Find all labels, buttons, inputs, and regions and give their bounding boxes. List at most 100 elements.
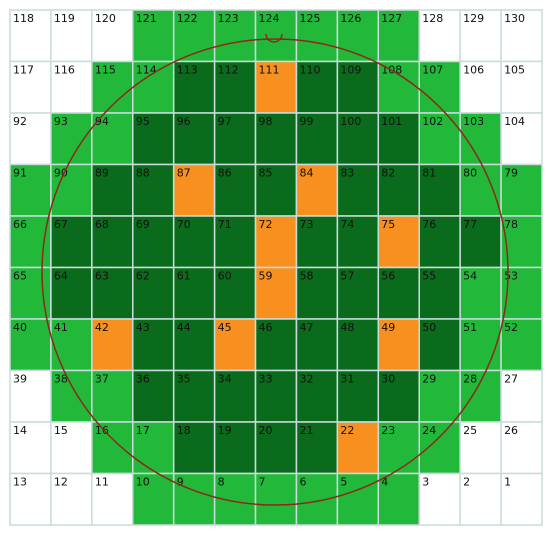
- die-cell: [336, 112, 380, 166]
- die-label: 121: [136, 12, 157, 25]
- die-cell: [295, 112, 339, 166]
- die-label: 15: [54, 424, 68, 437]
- die-label: 99: [299, 115, 313, 128]
- die-cell: [377, 163, 420, 217]
- die-label: 85: [259, 167, 273, 180]
- die-label: 75: [381, 218, 395, 231]
- die-label: 67: [54, 218, 68, 231]
- die-label: 130: [504, 12, 525, 25]
- die-cell: [336, 421, 380, 475]
- die-label: 90: [54, 167, 68, 180]
- die-cell: [377, 60, 420, 114]
- die-cell: [500, 112, 543, 166]
- die-cell: [172, 421, 216, 475]
- die-label: 35: [177, 373, 191, 386]
- die-label: 51: [463, 321, 477, 334]
- die-label: 8: [218, 476, 225, 489]
- die-cell: [500, 163, 543, 217]
- die-label: 45: [218, 321, 232, 334]
- die-label: 16: [95, 424, 109, 437]
- die-label: 111: [259, 64, 280, 77]
- die-cell: [9, 266, 52, 320]
- die-cell: [500, 472, 543, 526]
- die-label: 71: [218, 218, 232, 231]
- die-label: 100: [340, 115, 361, 128]
- die-label: 80: [463, 167, 477, 180]
- die-label: 46: [259, 321, 273, 334]
- die-label: 79: [504, 167, 518, 180]
- die-cell: [91, 163, 134, 217]
- die-label: 33: [259, 373, 273, 386]
- die-label: 68: [95, 218, 109, 231]
- die-label: 64: [54, 270, 68, 283]
- die-label: 19: [218, 424, 232, 437]
- wafer-notch: [265, 33, 283, 43]
- die-label: 42: [95, 321, 109, 334]
- die-label: 11: [95, 476, 109, 489]
- die-label: 69: [136, 218, 150, 231]
- die-label: 97: [218, 115, 232, 128]
- die-label: 119: [54, 12, 75, 25]
- die-cell: [336, 472, 380, 526]
- die-label: 125: [299, 12, 320, 25]
- die-label: 34: [218, 373, 232, 386]
- die-cell: [254, 60, 298, 114]
- die-label: 10: [136, 476, 150, 489]
- die-cell: [50, 318, 93, 372]
- die-label: 50: [422, 321, 436, 334]
- die-cell: [9, 60, 52, 114]
- die-label: 107: [422, 64, 443, 77]
- die-label: 66: [13, 218, 27, 231]
- die-label: 47: [299, 321, 313, 334]
- die-cell: [418, 266, 461, 320]
- die-cell: [172, 472, 216, 526]
- die-label: 29: [422, 373, 436, 386]
- die-cell: [213, 369, 257, 423]
- die-cell: [50, 215, 93, 269]
- die-label: 25: [463, 424, 477, 437]
- die-cell: [418, 215, 461, 269]
- die-label: 43: [136, 321, 150, 334]
- die-label: 1: [504, 476, 511, 489]
- die-label: 70: [177, 218, 191, 231]
- die-cell: [50, 421, 93, 475]
- die-label: 65: [13, 270, 27, 283]
- die-cell: [377, 9, 420, 63]
- die-cell: [172, 318, 216, 372]
- die-label: 101: [381, 115, 402, 128]
- die-label: 61: [177, 270, 191, 283]
- die-label: 76: [422, 218, 436, 231]
- die-label: 7: [259, 476, 266, 489]
- die-label: 23: [381, 424, 395, 437]
- die-label: 26: [504, 424, 518, 437]
- die-label: 62: [136, 270, 150, 283]
- die-label: 105: [504, 64, 525, 77]
- die-label: 54: [463, 270, 477, 283]
- die-label: 112: [218, 64, 239, 77]
- die-label: 113: [177, 64, 198, 77]
- die-label: 88: [136, 167, 150, 180]
- die-cell: [50, 9, 93, 63]
- die-label: 116: [54, 64, 75, 77]
- die-cell: [295, 421, 339, 475]
- die-label: 89: [95, 167, 109, 180]
- die-label: 31: [340, 373, 354, 386]
- die-cell: [50, 112, 93, 166]
- die-label: 118: [13, 12, 34, 25]
- die-label: 95: [136, 115, 150, 128]
- die-label: 41: [54, 321, 68, 334]
- wafer-outline: [41, 38, 509, 506]
- die-label: 110: [299, 64, 320, 77]
- die-label: 83: [340, 167, 354, 180]
- die-label: 77: [463, 218, 477, 231]
- die-cell: [377, 318, 420, 372]
- die-cell: [295, 369, 339, 423]
- die-label: 37: [95, 373, 109, 386]
- die-label: 20: [259, 424, 273, 437]
- die-label: 36: [136, 373, 150, 386]
- die-cell: [418, 60, 461, 114]
- die-label: 57: [340, 270, 354, 283]
- die-cell: [295, 318, 339, 372]
- die-label: 106: [463, 64, 484, 77]
- die-label: 22: [340, 424, 354, 437]
